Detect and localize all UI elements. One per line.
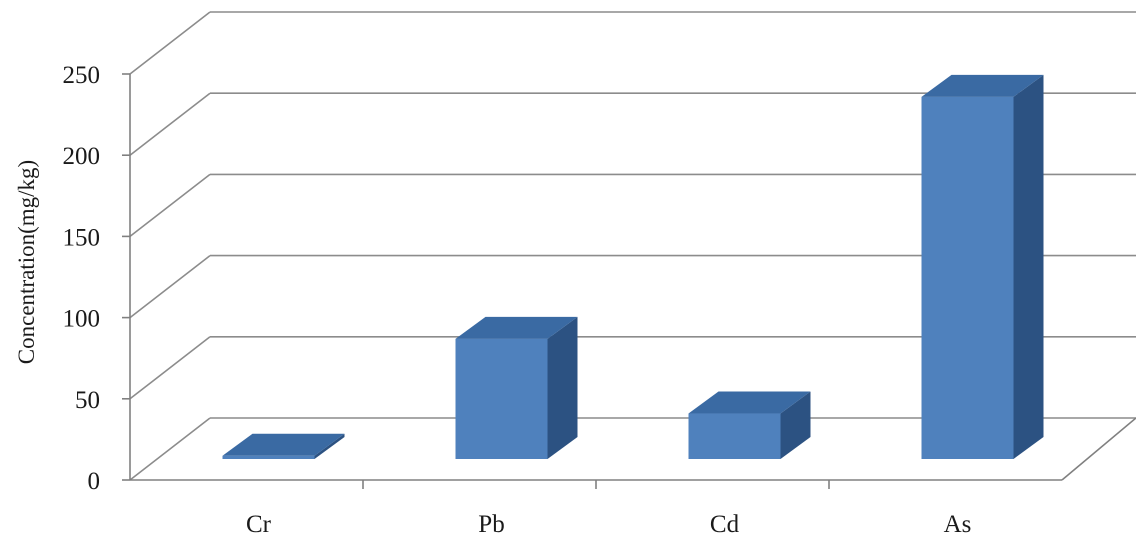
y-tick-label: 150	[63, 224, 101, 251]
bar-side	[780, 391, 811, 459]
y-tick-labels: 0 50 100 150 200 250	[63, 62, 101, 495]
floor-edge	[1061, 417, 1136, 481]
x-tick-label: As	[944, 511, 972, 538]
bar-top	[688, 391, 811, 414]
gridline-diagonal	[129, 92, 211, 156]
y-tick-label: 0	[88, 468, 101, 495]
bar	[455, 338, 548, 459]
x-tick-labels: Cr Pb Cd As	[246, 511, 971, 538]
axes	[122, 73, 1136, 489]
bar-side	[314, 433, 345, 459]
bars	[222, 74, 1044, 460]
y-tick-label: 100	[63, 306, 101, 333]
bar-top	[921, 74, 1044, 97]
gridline-diagonal	[129, 336, 211, 400]
bar-side	[547, 316, 578, 459]
gridline-diagonal	[129, 11, 211, 75]
bar	[921, 96, 1014, 460]
y-tick-label: 250	[63, 62, 101, 89]
y-tick-label: 50	[75, 387, 100, 414]
bar-top	[455, 316, 578, 339]
x-tick-label: Pb	[478, 511, 504, 538]
gridline-diagonal	[129, 173, 211, 238]
y-axis-label: Concentration(mg/kg)	[14, 160, 39, 364]
bar-side	[1013, 74, 1044, 460]
gridline-diagonal	[129, 417, 211, 481]
bar	[222, 455, 315, 459]
bar	[688, 413, 781, 459]
x-tick-label: Cr	[246, 511, 272, 538]
x-tick-label: Cd	[710, 511, 740, 538]
bar-top	[222, 433, 345, 456]
y-tick-label: 200	[63, 143, 101, 170]
gridline-diagonal	[129, 254, 211, 319]
